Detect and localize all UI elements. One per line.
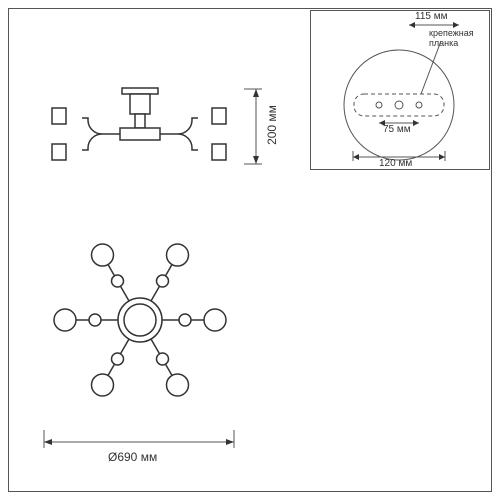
- mount-width-label: 120 мм: [379, 158, 412, 169]
- mounting-inset: 115 мм крепежнаяпланка 75 мм 120 мм: [310, 10, 490, 170]
- plate-width-label: 115 мм: [415, 11, 447, 22]
- top-view: [40, 210, 240, 430]
- hole-spacing-label: 75 мм: [383, 124, 411, 135]
- height-label: 200 мм: [265, 105, 279, 145]
- diameter-label: Ø690 мм: [108, 450, 157, 464]
- side-view: [50, 88, 230, 166]
- plate-name-label: крепежнаяпланка: [429, 29, 474, 49]
